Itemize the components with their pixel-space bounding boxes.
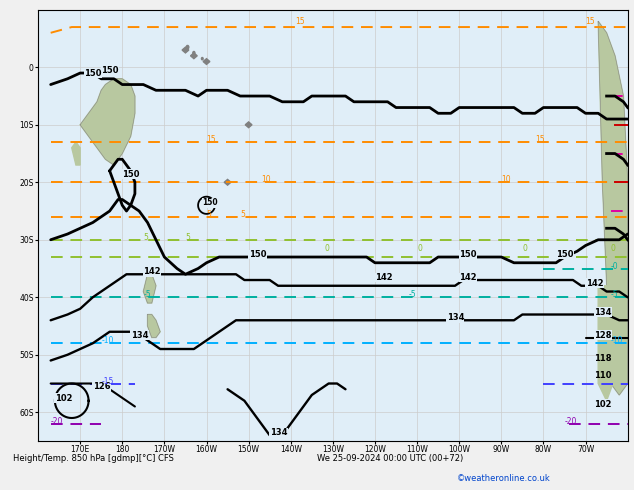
Text: -5: -5 [409, 290, 417, 299]
Text: 102: 102 [55, 394, 72, 403]
Text: 0: 0 [611, 245, 616, 253]
Text: 142: 142 [586, 279, 603, 288]
Text: -5: -5 [143, 290, 151, 299]
Polygon shape [148, 315, 160, 338]
Text: ©weatheronline.co.uk: ©weatheronline.co.uk [456, 474, 550, 483]
Text: 150: 150 [556, 250, 574, 259]
Text: 15: 15 [207, 135, 216, 144]
Text: 142: 142 [375, 273, 392, 282]
Text: 134: 134 [594, 308, 611, 317]
Polygon shape [598, 286, 619, 401]
Text: Height/Temp. 850 hPa [gdmp][°C] CFS: Height/Temp. 850 hPa [gdmp][°C] CFS [13, 454, 174, 463]
Polygon shape [190, 53, 197, 59]
Text: -15: -15 [101, 376, 113, 386]
Polygon shape [143, 274, 156, 303]
Polygon shape [245, 122, 252, 128]
Text: 5: 5 [143, 233, 148, 242]
Text: 0: 0 [417, 245, 422, 253]
Text: 0: 0 [522, 245, 527, 253]
Text: 134: 134 [131, 331, 148, 340]
Text: -0: -0 [611, 262, 618, 270]
Text: -10: -10 [611, 336, 623, 345]
Circle shape [202, 57, 203, 60]
Text: -10: -10 [101, 336, 113, 345]
Text: 110: 110 [594, 371, 611, 380]
Text: 5: 5 [240, 210, 245, 219]
Text: 15: 15 [295, 17, 304, 26]
Text: 150: 150 [101, 66, 119, 75]
Text: 10: 10 [501, 175, 511, 184]
Text: 150: 150 [202, 198, 218, 207]
Text: 134: 134 [446, 313, 464, 322]
Text: 15: 15 [586, 17, 595, 26]
Polygon shape [224, 179, 231, 185]
Text: 5: 5 [185, 233, 190, 242]
Text: 134: 134 [269, 428, 287, 437]
Polygon shape [80, 79, 135, 165]
Text: -20: -20 [564, 417, 577, 426]
Text: 142: 142 [143, 267, 161, 276]
Polygon shape [598, 21, 628, 395]
Text: 0: 0 [325, 245, 329, 253]
Circle shape [193, 51, 195, 54]
Text: 150: 150 [122, 170, 139, 178]
Text: -5: -5 [611, 290, 618, 299]
Text: 128: 128 [594, 331, 611, 340]
Text: 118: 118 [594, 353, 611, 363]
Text: 102: 102 [594, 399, 611, 409]
Polygon shape [72, 142, 80, 165]
Text: 5: 5 [207, 210, 211, 219]
Circle shape [186, 46, 189, 49]
Text: -20: -20 [51, 417, 63, 426]
Text: 150: 150 [459, 250, 477, 259]
Text: 10: 10 [261, 175, 271, 184]
Polygon shape [182, 47, 189, 53]
Text: 15: 15 [535, 135, 545, 144]
Text: 126: 126 [93, 382, 110, 391]
Polygon shape [203, 59, 210, 64]
Text: 142: 142 [459, 273, 477, 282]
Text: We 25-09-2024 00:00 UTC (00+72): We 25-09-2024 00:00 UTC (00+72) [317, 454, 463, 463]
Text: 150: 150 [249, 250, 266, 259]
Text: 150: 150 [84, 69, 102, 78]
